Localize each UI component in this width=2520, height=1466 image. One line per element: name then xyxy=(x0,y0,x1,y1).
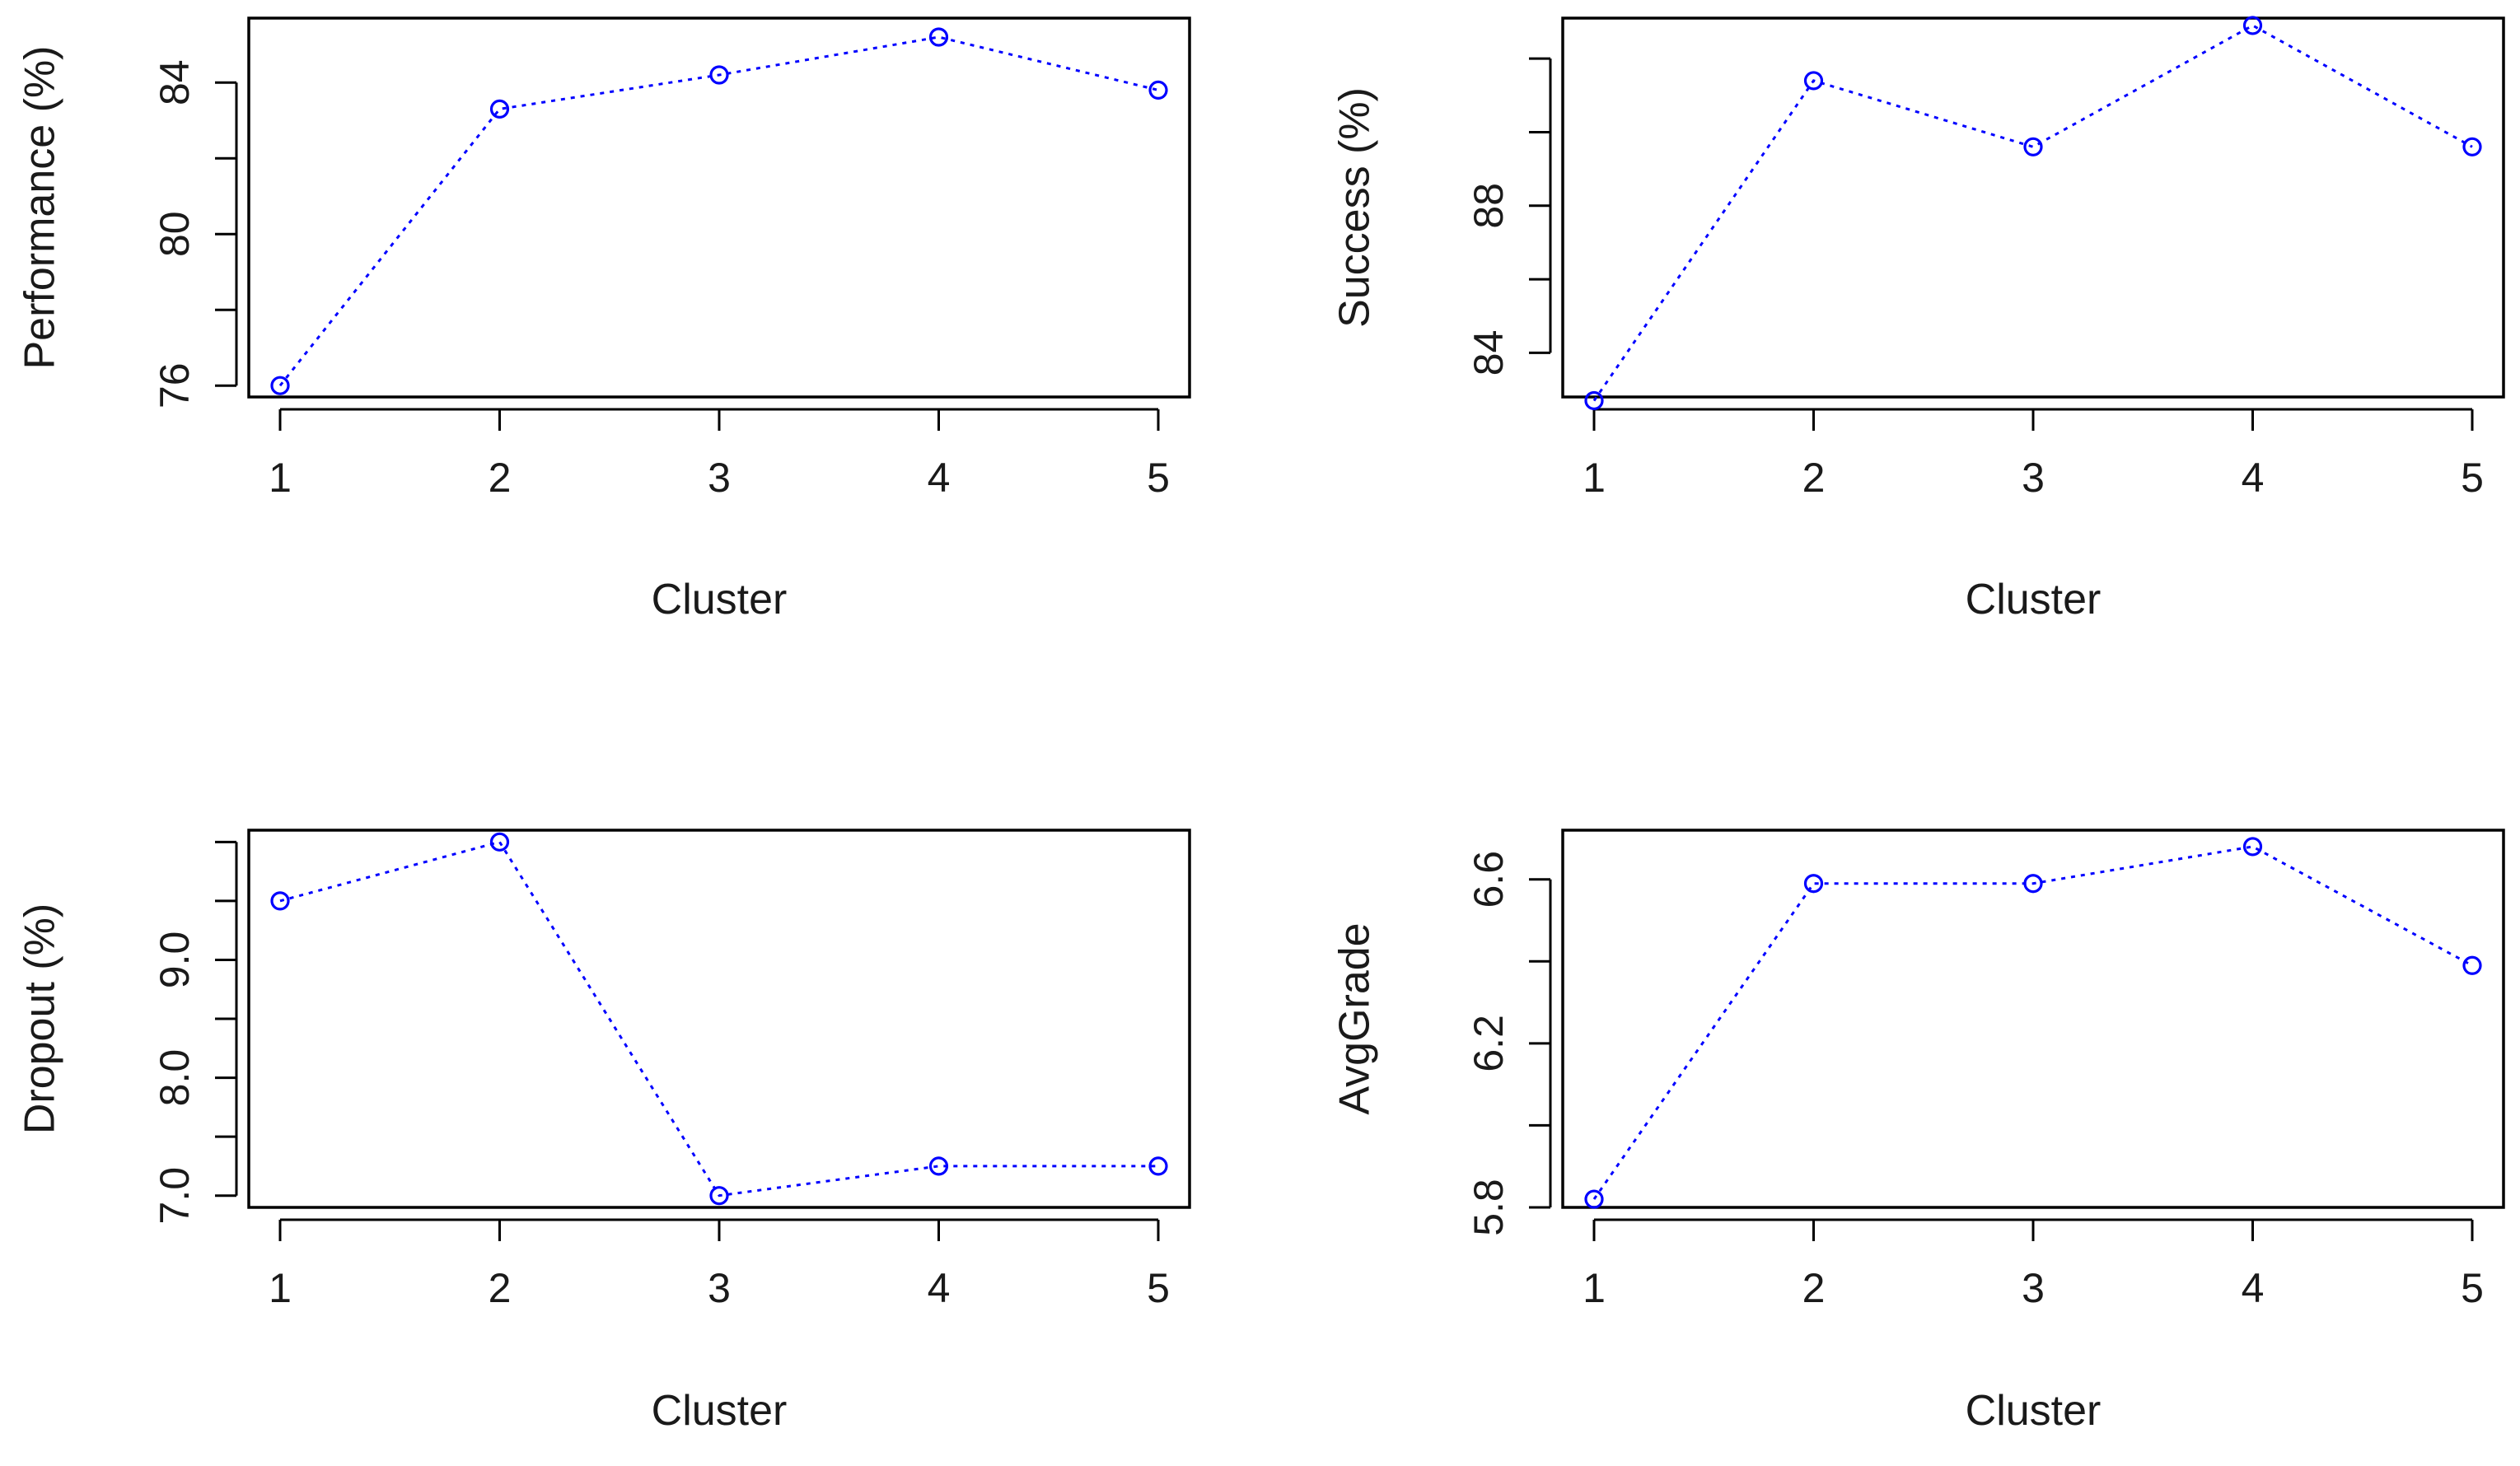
chart-4-plot-frame xyxy=(1561,829,2505,1209)
chart-3-series-line xyxy=(279,840,1158,1198)
chart-4-y-axis-label: AvgGrade xyxy=(1331,922,1379,1114)
chart-4-avggrade: 1 2 3 4 5 5.8 6.2 6.6 Cluster AvgGrade xyxy=(1331,829,2505,1435)
chart-2-y-tick-label: 88 xyxy=(1466,183,1512,229)
chart-3-data-point-5 xyxy=(1148,1156,1168,1176)
chart-2-plot-frame xyxy=(1561,16,2505,399)
chart-3-dropout: 1 2 3 4 5 7.0 8.0 9.0 Cluster Dropout (%) xyxy=(16,829,1191,1435)
chart-1-y-tick-label: 80 xyxy=(152,211,198,257)
chart-2-data-point-5 xyxy=(2462,137,2482,156)
chart-4-x-axis-label: Cluster xyxy=(1966,1387,2102,1435)
chart-1-y-tick-label: 84 xyxy=(152,59,198,105)
chart-1-x-tick-label: 5 xyxy=(1147,455,1170,501)
chart-3-x-tick-label: 2 xyxy=(489,1265,512,1311)
chart-3-y-tick-label: 8.0 xyxy=(152,1049,198,1107)
chart-3-data-point-4 xyxy=(928,1156,949,1176)
chart-3-x-tick-label: 3 xyxy=(708,1265,731,1311)
chart-3-data-point-1 xyxy=(270,891,290,911)
chart-4-y-tick-label: 6.2 xyxy=(1466,1015,1512,1072)
chart-4-data-point-2 xyxy=(1803,874,1824,894)
chart-2-y-axis-label: Success (%) xyxy=(1331,87,1379,328)
chart-3-plot-frame xyxy=(247,829,1191,1209)
chart-1-plot-frame xyxy=(247,16,1191,399)
chart-4-y-tick-label: 5.8 xyxy=(1466,1179,1512,1236)
chart-1-x-tick-label: 1 xyxy=(269,455,292,501)
chart-4-data-point-4 xyxy=(2242,837,2263,857)
chart-2-y-tick-label: 84 xyxy=(1466,330,1512,376)
chart-2-x-tick-label: 2 xyxy=(1802,455,1826,501)
chart-1-data-point-3 xyxy=(709,65,729,85)
chart-1-data-point-2 xyxy=(489,99,510,119)
chart-3-x-tick-label: 5 xyxy=(1147,1265,1170,1311)
chart-3-y-axis-label: Dropout (%) xyxy=(16,903,64,1134)
chart-1-data-point-4 xyxy=(928,27,949,47)
chart-3-y-tick-label: 9.0 xyxy=(152,931,198,989)
chart-1-y-tick-label: 76 xyxy=(152,362,198,409)
chart-4-x-tick-label: 5 xyxy=(2461,1265,2484,1311)
chart-2-data-point-3 xyxy=(2023,137,2043,156)
chart-3-data-point-3 xyxy=(709,1186,729,1206)
chart-2-data-point-4 xyxy=(2242,16,2263,35)
chart-2-x-tick-label: 4 xyxy=(2242,455,2265,501)
chart-1-series-line xyxy=(278,35,1159,387)
chart-2-x-tick-label: 1 xyxy=(1583,455,1606,501)
chart-1-x-tick-label: 4 xyxy=(928,455,951,501)
chart-3-y-tick-label: 7.0 xyxy=(152,1167,198,1225)
chart-2-series-line xyxy=(1592,24,2473,402)
chart-1-x-axis-label: Cluster xyxy=(652,576,788,623)
chart-4-x-tick-label: 2 xyxy=(1802,1265,1826,1311)
chart-2-data-point-1 xyxy=(1584,390,1604,411)
chart-4-data-point-3 xyxy=(2023,874,2043,894)
chart-1-data-point-1 xyxy=(270,376,290,395)
chart-4-y-tick-label: 6.6 xyxy=(1466,851,1512,908)
chart-4-data-point-5 xyxy=(2462,955,2482,975)
chart-2-x-tick-label: 3 xyxy=(2022,455,2045,501)
chart-3-x-axis-label: Cluster xyxy=(652,1387,788,1435)
chart-1-performance: 1 2 3 4 5 76 80 84 Cluster Performance (%) xyxy=(16,16,1191,623)
chart-2-success: 1 2 3 4 5 84 88 Cluster Success (%) xyxy=(1331,16,2505,623)
chart-3-data-point-2 xyxy=(489,832,510,852)
chart-4-x-tick-label: 4 xyxy=(2242,1265,2265,1311)
chart-1-x-tick-label: 2 xyxy=(489,455,512,501)
chart-3-x-tick-label: 1 xyxy=(269,1265,292,1311)
chart-1-y-axis-label: Performance (%) xyxy=(16,46,64,370)
chart-1-data-point-5 xyxy=(1148,80,1168,100)
chart-4-series-line xyxy=(1592,845,2473,1200)
chart-4-data-point-1 xyxy=(1584,1189,1604,1209)
chart-3-x-tick-label: 4 xyxy=(928,1265,951,1311)
chart-2-x-axis-label: Cluster xyxy=(1966,576,2102,623)
chart-4-x-tick-label: 3 xyxy=(2022,1265,2045,1311)
chart-1-x-tick-label: 3 xyxy=(708,455,731,501)
chart-2-x-tick-label: 5 xyxy=(2461,455,2484,501)
chart-2-data-point-2 xyxy=(1803,71,1824,91)
chart-4-x-tick-label: 1 xyxy=(1583,1265,1606,1311)
